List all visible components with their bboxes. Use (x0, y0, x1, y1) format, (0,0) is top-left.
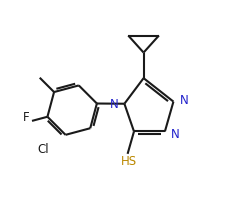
Text: F: F (23, 111, 29, 124)
Text: N: N (180, 94, 189, 107)
Text: N: N (110, 98, 119, 111)
Text: HS: HS (121, 155, 137, 168)
Text: N: N (171, 127, 180, 141)
Text: Cl: Cl (37, 143, 49, 156)
